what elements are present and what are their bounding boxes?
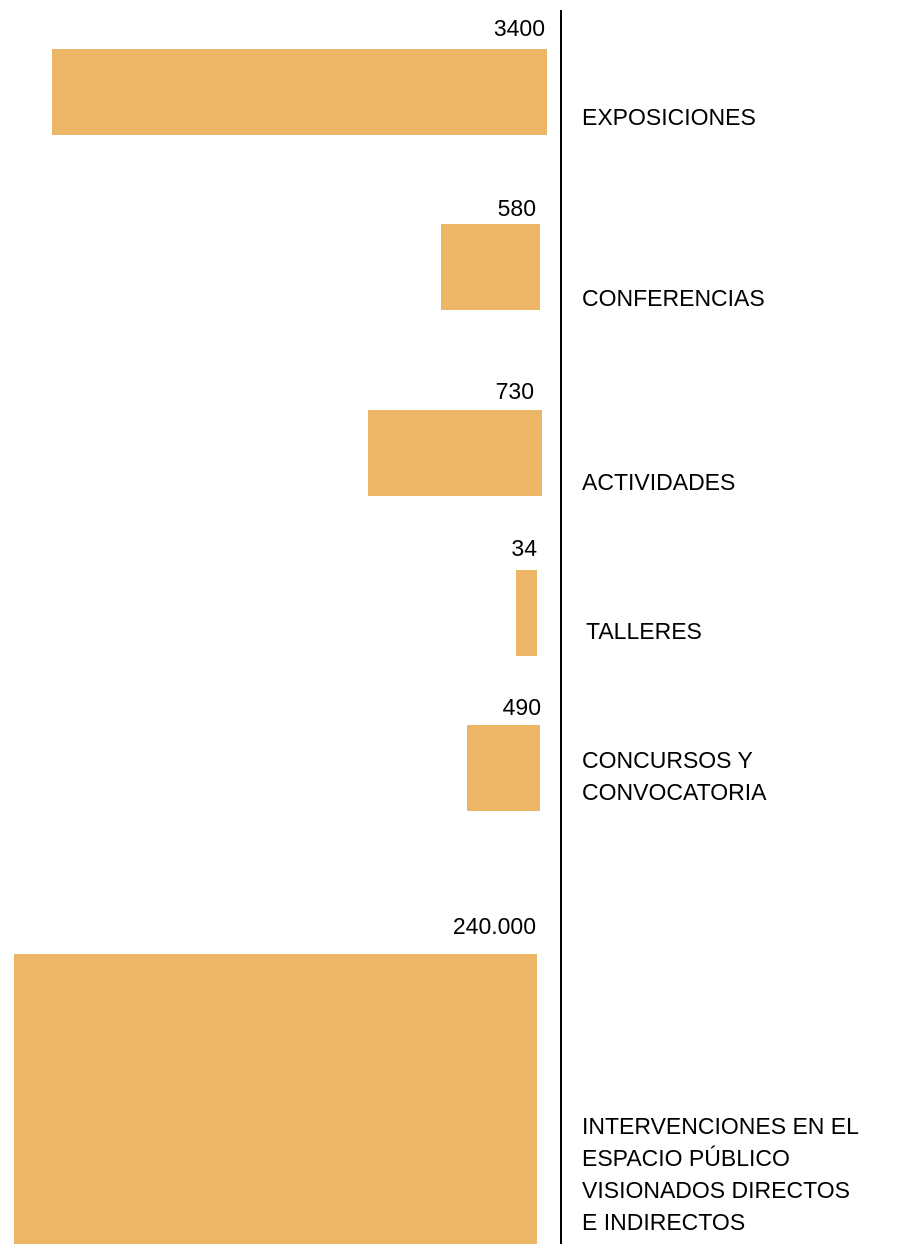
value-label: 34 xyxy=(511,535,537,561)
value-label: 3400 xyxy=(494,15,545,41)
value-label: 730 xyxy=(496,378,534,404)
bar xyxy=(516,570,537,656)
category-label: INTERVENCIONES EN EL xyxy=(582,1113,859,1139)
category-label: ESPACIO PÚBLICO xyxy=(582,1145,790,1171)
category-label: ACTIVIDADES xyxy=(582,469,735,495)
bar xyxy=(14,954,537,1244)
bar xyxy=(368,410,542,496)
category-label: E INDIRECTOS xyxy=(582,1209,745,1235)
value-label: 240.000 xyxy=(453,913,536,939)
category-label: CONVOCATORIA xyxy=(582,779,767,805)
category-label: TALLERES xyxy=(586,618,702,644)
bar xyxy=(441,224,540,310)
value-label: 490 xyxy=(503,694,541,720)
category-label: CONFERENCIAS xyxy=(582,285,765,311)
bar xyxy=(467,725,540,811)
category-label: VISIONADOS DIRECTOS xyxy=(582,1177,850,1203)
category-label: EXPOSICIONES xyxy=(582,104,756,130)
category-label: CONCURSOS Y xyxy=(582,747,753,773)
value-label: 580 xyxy=(498,195,536,221)
bar xyxy=(52,49,547,135)
